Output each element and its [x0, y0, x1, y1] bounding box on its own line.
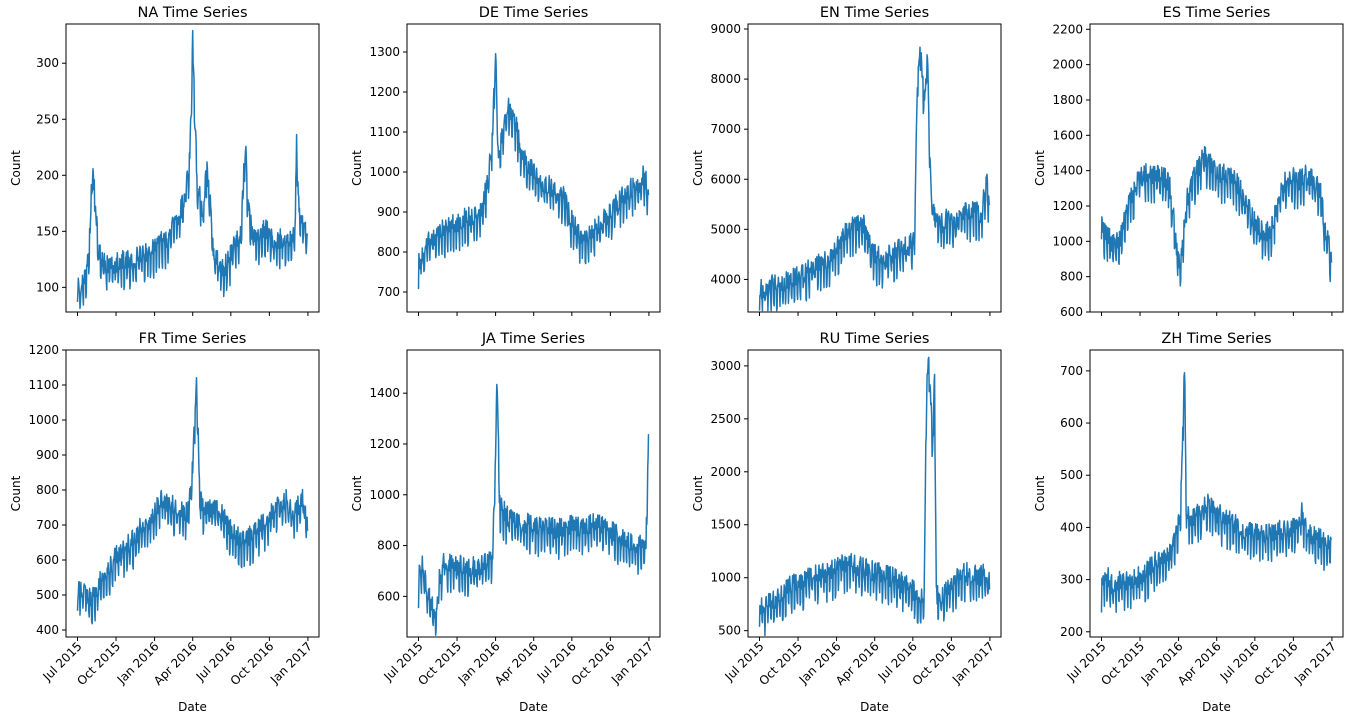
- y-tick-label: 300: [1060, 573, 1083, 587]
- y-tick-label: 1100: [369, 125, 400, 139]
- y-tick-label: 1500: [710, 518, 741, 532]
- y-axis-label: Count: [9, 150, 23, 186]
- y-axis-label: Count: [1033, 150, 1047, 186]
- subplot-de: DE Time Series 700 800 900 1000 1100 1200 1300 C…: [350, 5, 661, 316]
- y-tick-label: 2000: [710, 465, 741, 479]
- x-tick-label: Jan 2017: [267, 639, 315, 687]
- subplot-title: JA Time Series: [481, 331, 585, 347]
- y-tick-label: 800: [1060, 270, 1083, 284]
- x-axis-label: Date: [519, 700, 548, 714]
- series-line: [1100, 145, 1333, 287]
- y-tick-label: 1000: [28, 413, 59, 427]
- y-tick-label: 2500: [710, 412, 741, 426]
- x-axis-label: Date: [178, 700, 207, 714]
- y-tick-label: 1000: [369, 488, 400, 502]
- y-tick-label: 1400: [369, 386, 400, 400]
- series-line: [417, 383, 650, 636]
- y-tick-label: 200: [36, 168, 59, 182]
- series-line: [758, 356, 991, 637]
- x-tick-label: Jan 2017: [608, 639, 656, 687]
- subplot-title: EN Time Series: [820, 5, 929, 21]
- y-tick-label: 7000: [710, 122, 741, 136]
- y-tick-label: 600: [36, 553, 59, 567]
- y-tick-label: 9000: [710, 22, 741, 36]
- y-tick-label: 1000: [1052, 234, 1083, 248]
- y-tick-label: 1200: [369, 85, 400, 99]
- y-tick-label: 150: [36, 224, 59, 238]
- subplot-en: EN Time Series 4000 5000 6000 7000 8000 9000 Co…: [691, 5, 1002, 316]
- y-tick-label: 500: [1060, 468, 1083, 482]
- y-tick-label: 250: [36, 112, 59, 126]
- y-tick-label: 1300: [369, 45, 400, 59]
- y-tick-label: 200: [1060, 625, 1083, 639]
- y-tick-label: 1400: [1052, 164, 1083, 178]
- y-tick-label: 400: [1060, 520, 1083, 534]
- y-tick-label: 1800: [1052, 93, 1083, 107]
- y-tick-label: 2200: [1052, 22, 1083, 36]
- y-tick-label: 1600: [1052, 128, 1083, 142]
- subplot-title: FR Time Series: [139, 331, 247, 347]
- y-tick-label: 5000: [710, 222, 741, 236]
- y-axis-label: Count: [350, 150, 364, 186]
- y-tick-label: 8000: [710, 72, 741, 86]
- y-tick-label: 6000: [710, 172, 741, 186]
- y-tick-label: 1200: [28, 343, 59, 357]
- x-tick-label: Jan 2017: [949, 639, 997, 687]
- y-tick-label: 3000: [710, 359, 741, 373]
- series-line: [417, 52, 650, 290]
- y-tick-label: 300: [36, 56, 59, 70]
- y-tick-label: 1200: [369, 437, 400, 451]
- x-axis-label: Date: [1202, 700, 1231, 714]
- subplot-fr: FR Time Series 400 500 600 700 800 900 1000 1100…: [9, 331, 320, 714]
- series-line: [76, 29, 309, 310]
- y-tick-label: 800: [377, 539, 400, 553]
- y-tick-label: 800: [36, 483, 59, 497]
- subplot-title: RU Time Series: [820, 331, 930, 347]
- y-tick-label: 700: [36, 518, 59, 532]
- y-tick-label: 1100: [28, 378, 59, 392]
- subplot-es: ES Time Series 600 800 1000 1200 1400 1600 1800…: [1033, 5, 1344, 319]
- subplot-na: NA Time Series 100 150 200 250 300 Count: [9, 5, 320, 316]
- subplot-title: DE Time Series: [479, 5, 589, 21]
- y-axis-label: Count: [350, 475, 364, 511]
- y-tick-label: 800: [377, 245, 400, 259]
- subplot-title: ES Time Series: [1163, 5, 1271, 21]
- y-tick-label: 1000: [369, 165, 400, 179]
- y-tick-label: 1200: [1052, 199, 1083, 213]
- y-tick-label: 900: [377, 205, 400, 219]
- subplot-ru: RU Time Series50010001500200025003000Jul…: [691, 331, 1002, 714]
- series-line: [758, 46, 991, 312]
- y-tick-label: 100: [36, 280, 59, 294]
- axes-frame: [406, 349, 661, 638]
- y-axis-label: Count: [9, 475, 23, 511]
- series-line: [1100, 371, 1332, 614]
- x-axis-label: Date: [860, 700, 889, 714]
- y-tick-label: 2000: [1052, 58, 1083, 72]
- y-tick-label: 700: [377, 285, 400, 299]
- y-tick-label: 600: [1060, 305, 1083, 319]
- y-tick-label: 600: [1060, 416, 1083, 430]
- y-tick-label: 600: [377, 589, 400, 603]
- x-tick-label: Jan 2017: [1291, 639, 1339, 687]
- y-tick-label: 500: [718, 624, 741, 638]
- y-axis-label: Count: [691, 150, 705, 186]
- y-tick-label: 900: [36, 448, 59, 462]
- y-axis-label: Count: [1033, 475, 1047, 511]
- subplot-title: NA Time Series: [137, 5, 247, 21]
- series-line: [76, 376, 309, 625]
- subplot-title: ZH Time Series: [1161, 331, 1271, 347]
- y-tick-label: 1000: [710, 571, 741, 585]
- y-axis-label: Count: [691, 475, 705, 511]
- y-tick-label: 400: [36, 623, 59, 637]
- y-tick-label: 700: [1060, 364, 1083, 378]
- y-tick-label: 4000: [710, 272, 741, 286]
- y-tick-label: 500: [36, 588, 59, 602]
